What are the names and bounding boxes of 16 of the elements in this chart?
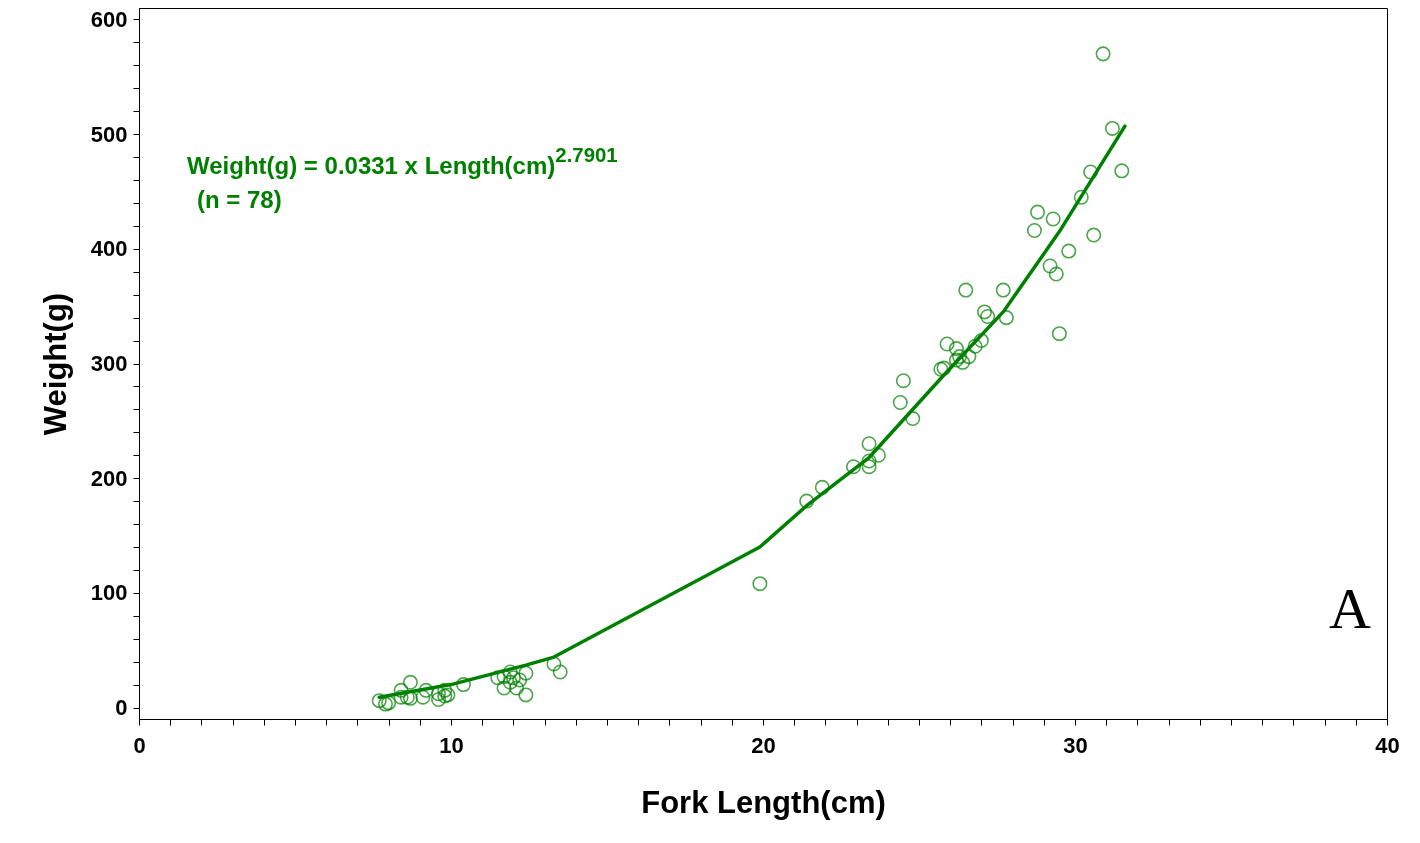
x-tick-label: 30 bbox=[1063, 732, 1088, 758]
y-tick-label: 100 bbox=[90, 580, 128, 606]
y-tick-label: 200 bbox=[90, 465, 128, 491]
y-tick-label: 600 bbox=[90, 6, 128, 32]
x-tick-label: 20 bbox=[751, 732, 776, 758]
x-tick-label: 0 bbox=[133, 732, 146, 758]
x-tick-label: 10 bbox=[439, 732, 464, 758]
annotation: A bbox=[1329, 576, 1371, 641]
x-axis-title: Fork Length(cm) bbox=[641, 784, 886, 820]
y-tick-label: 300 bbox=[90, 351, 128, 376]
x-tick-label: 40 bbox=[1375, 732, 1400, 758]
y-tick-label: 400 bbox=[90, 236, 128, 262]
y-tick-label: 0 bbox=[115, 695, 128, 721]
y-axis-title: Weight(g) bbox=[37, 292, 73, 436]
y-tick-label: 500 bbox=[90, 121, 128, 147]
annotation: (n = 78) bbox=[197, 186, 282, 213]
